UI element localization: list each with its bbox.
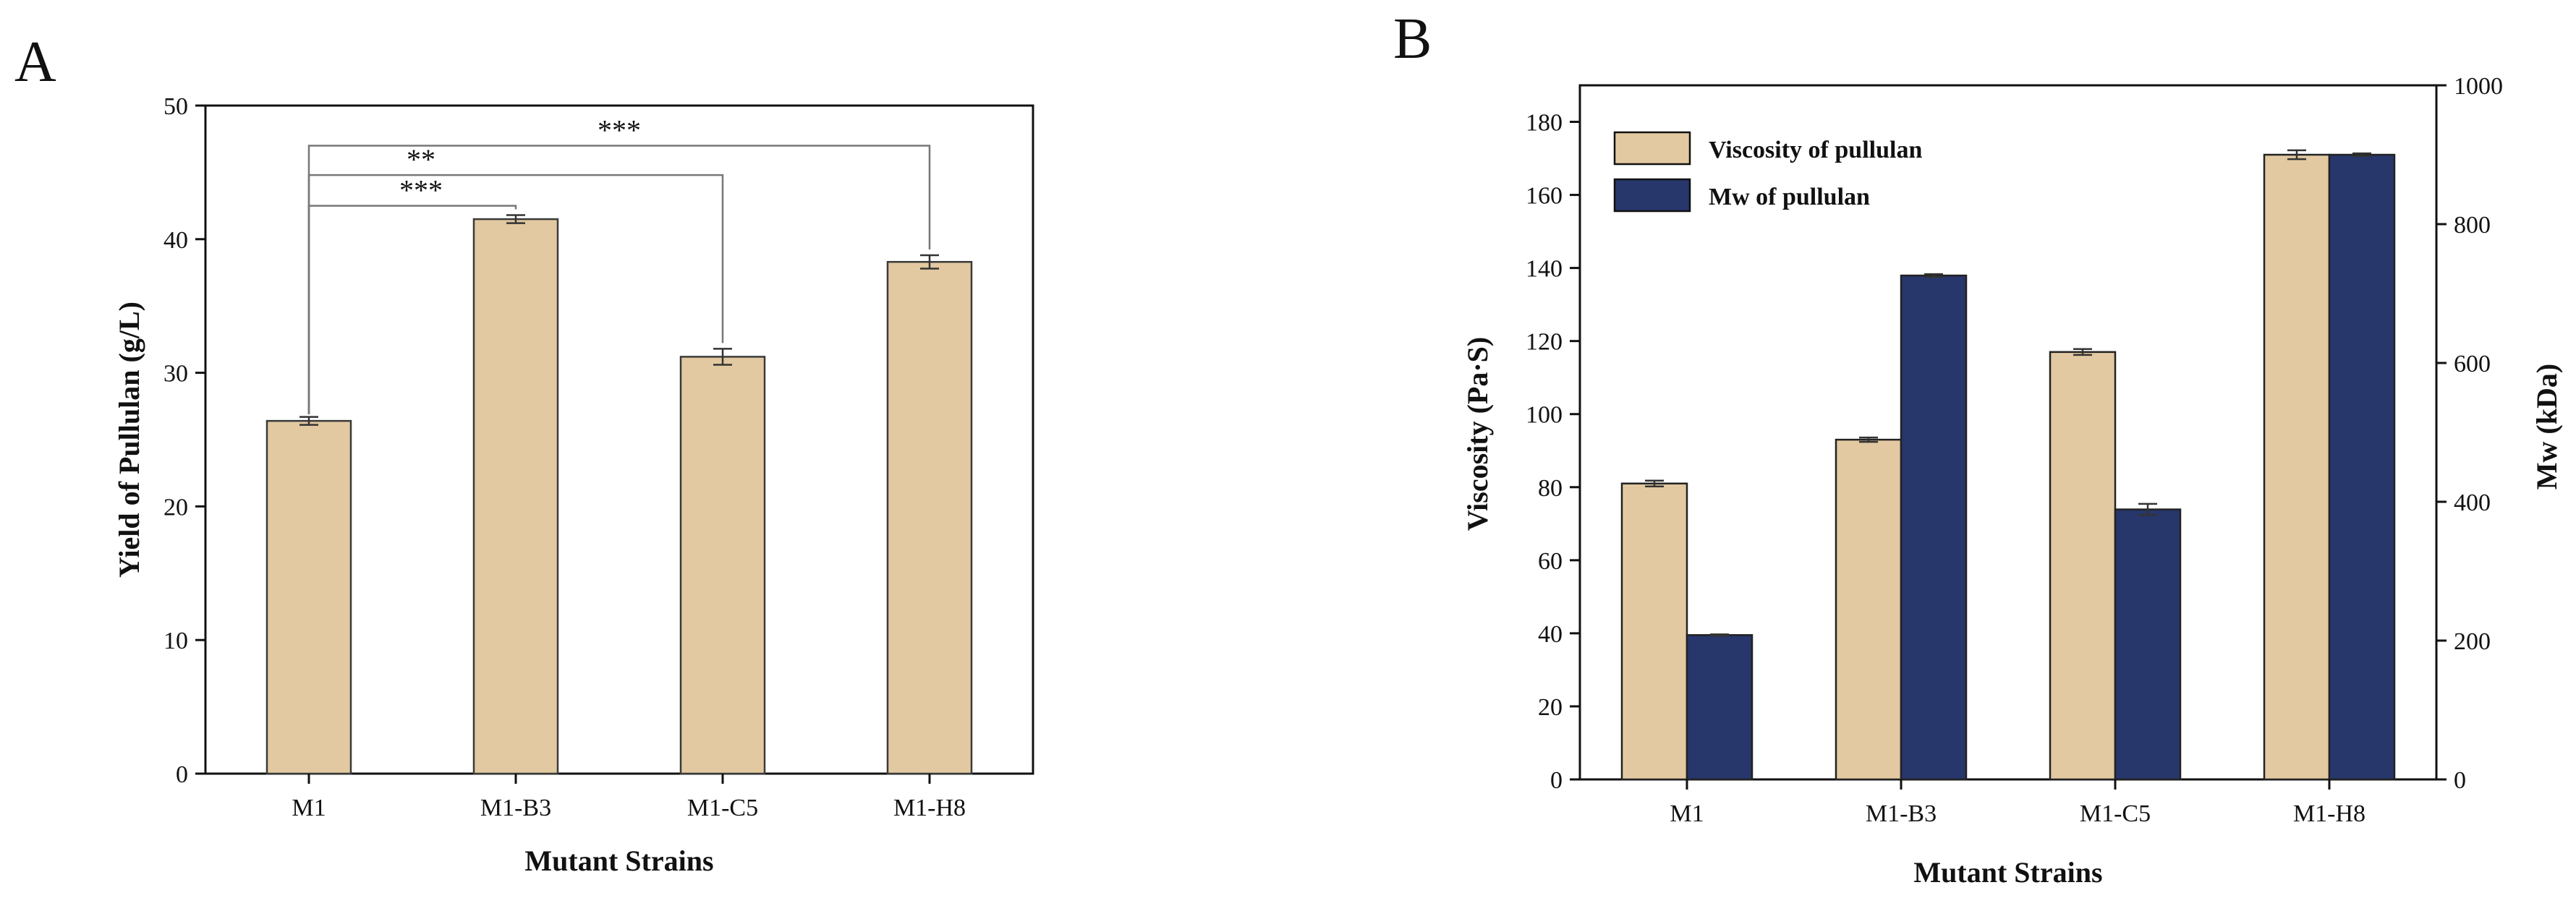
x-tick-label-m1-b3: M1-B3 <box>1866 800 1937 827</box>
legend-swatch-viscosity <box>1613 131 1691 166</box>
left-tick-label: 100 <box>1526 402 1563 429</box>
y-tick-label: 50 <box>163 93 188 120</box>
chart-b-x-axis: M1 M1-B3 M1-C5 M1-H8 <box>1670 779 2365 827</box>
bar-mw-of-pullulan-m1-h8 <box>2328 153 2396 781</box>
bar-viscosity-of-pullulan-m1-h8 <box>2263 153 2331 781</box>
right-tick-label: 800 <box>2454 212 2491 239</box>
error-bar-mw-of-pullulan-m1-h8 <box>2352 152 2371 158</box>
x-tick-label-m1-h8: M1-H8 <box>2293 800 2365 827</box>
left-tick-label: 0 <box>1550 767 1563 794</box>
chart-b-ylabel-left: Viscosity (Pa·S) <box>1461 337 1494 531</box>
significance-m1-h8: *** <box>307 114 931 414</box>
left-tick-label: 120 <box>1526 329 1563 356</box>
bar-mw-of-pullulan-m1-b3 <box>1900 274 1968 781</box>
error-bar-viscosity-of-pullulan-m1-h8 <box>2287 149 2306 161</box>
error-bar-m1-h8 <box>920 254 939 270</box>
panel-label-a: A <box>14 30 56 94</box>
bar-m1-h8 <box>886 260 973 775</box>
error-bar-viscosity-of-pullulan-m1 <box>1645 479 1664 488</box>
legend-label-mw: Mw of pullulan <box>1709 184 1870 210</box>
right-tick-label: 400 <box>2454 489 2491 516</box>
right-tick-label: 0 <box>2454 767 2466 794</box>
left-tick-label: 40 <box>1538 621 1563 648</box>
right-tick-label: 1000 <box>2454 73 2503 100</box>
chart-b: B 0 20 40 60 80 100 120 140 160 180 0 200 400 600 800… <box>1393 7 2563 889</box>
bar-viscosity-of-pullulan-m1-c5 <box>2049 351 2117 781</box>
significance-label-m1-c5: ** <box>407 143 435 176</box>
chart-b-ylabel-right: Mw (kDa) <box>2530 364 2563 489</box>
x-tick-label-m1-c5: M1-C5 <box>687 795 758 821</box>
left-tick-label: 20 <box>1538 694 1563 721</box>
error-bar-viscosity-of-pullulan-m1-c5 <box>2073 348 2092 356</box>
error-bar-mw-of-pullulan-m1 <box>1710 633 1729 637</box>
y-tick-label: 20 <box>163 494 188 521</box>
chart-a-ylabel: Yield of Pullulan (g/L) <box>113 302 145 578</box>
x-tick-label-m1: M1 <box>292 795 326 821</box>
right-tick-label: 600 <box>2454 351 2491 377</box>
x-tick-label-m1: M1 <box>1670 800 1704 827</box>
bar-mw-of-pullulan-m1 <box>1686 634 1754 781</box>
chart-a-xlabel: Mutant Strains <box>524 844 713 877</box>
x-tick-label-m1-h8: M1-H8 <box>893 795 966 821</box>
left-tick-label: 160 <box>1526 183 1563 210</box>
legend-label-viscosity: Viscosity of pullulan <box>1709 137 1922 163</box>
chart-a-significance: ******** <box>307 114 931 414</box>
error-bar-m1-b3 <box>506 214 525 224</box>
bar-mw-of-pullulan-m1-c5 <box>2114 508 2182 781</box>
bar-m1-c5 <box>679 356 766 775</box>
error-bar-mw-of-pullulan-m1-c5 <box>2138 503 2157 516</box>
bar-m1 <box>265 419 352 775</box>
chart-b-frame <box>1578 84 2438 781</box>
bar-m1-b3 <box>472 218 559 775</box>
bar-viscosity-of-pullulan-m1-b3 <box>1835 438 1903 781</box>
chart-a-bars <box>265 214 973 775</box>
left-tick-label: 140 <box>1526 256 1563 283</box>
error-bar-mw-of-pullulan-m1-b3 <box>1924 273 1943 278</box>
left-tick-label: 60 <box>1538 548 1563 575</box>
significance-label-m1-h8: *** <box>598 114 641 146</box>
legend-swatch-mw <box>1613 178 1691 213</box>
significance-label-m1-b3: *** <box>399 174 443 207</box>
error-bar-m1-c5 <box>713 348 732 366</box>
error-bar-m1 <box>299 416 318 426</box>
left-tick-label: 180 <box>1526 110 1563 137</box>
y-tick-label: 40 <box>163 227 188 254</box>
right-tick-label: 200 <box>2454 628 2491 655</box>
panel-label-b: B <box>1393 7 1432 71</box>
chart-a-frame <box>204 104 1034 775</box>
x-tick-label-m1-b3: M1-B3 <box>480 795 551 821</box>
x-tick-label-m1-c5: M1-C5 <box>2080 800 2151 827</box>
left-tick-label: 80 <box>1538 475 1563 502</box>
chart-a-x-axis: M1 M1-B3 M1-C5 M1-H8 <box>292 774 966 821</box>
chart-b-right-axis: 0 200 400 600 800 1000 <box>2436 73 2503 794</box>
chart-a-y-axis: 0 10 20 30 40 50 <box>163 93 205 788</box>
chart-b-xlabel: Mutant Strains <box>1913 856 2102 889</box>
error-bar-viscosity-of-pullulan-m1-b3 <box>1859 436 1878 443</box>
chart-b-left-axis: 0 20 40 60 80 100 120 140 160 180 <box>1526 110 1580 794</box>
y-tick-label: 10 <box>163 628 188 654</box>
y-tick-label: 0 <box>176 761 188 788</box>
bar-viscosity-of-pullulan-m1 <box>1620 482 1688 781</box>
y-tick-label: 30 <box>163 361 188 388</box>
chart-b-legend: Viscosity of pullulan Mw of pullulan <box>1613 131 1922 213</box>
chart-b-bars <box>1620 149 2396 781</box>
